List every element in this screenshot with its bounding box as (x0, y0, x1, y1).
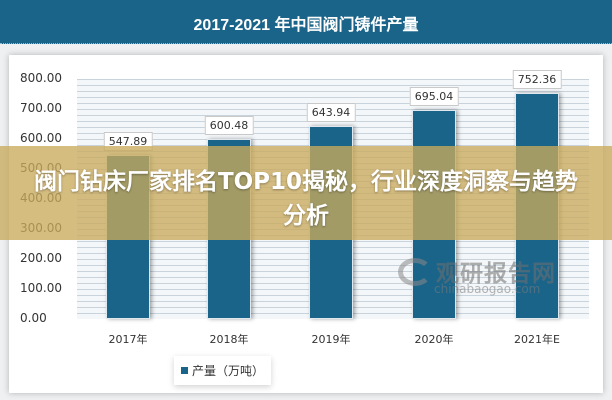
chart-title: 2017-2021 年中国阀门铸件产量 (193, 17, 419, 34)
y-tick-label: 100.00 (20, 281, 62, 295)
y-tick-label: 700.00 (20, 101, 62, 115)
y-tick-label: 0.00 (20, 311, 47, 325)
bar-value-label: 547.89 (103, 131, 153, 151)
y-tick-label: 200.00 (20, 251, 62, 265)
headline-overlay-text: 阀门钻床厂家排名TOP10揭秘，行业深度洞察与趋势分析 (33, 169, 579, 229)
x-tick-label: 2020年 (414, 333, 454, 346)
watermark-cn: 观研报告网 (436, 261, 556, 287)
bar-value-label: 752.36 (512, 70, 562, 90)
bar-value-label: 643.94 (306, 102, 356, 122)
y-tick-label: 800.00 (20, 71, 62, 85)
x-tick-label: 2019年 (311, 333, 351, 346)
legend-swatch-icon (180, 367, 188, 374)
headline-overlay-band (0, 146, 612, 240)
legend: 产量（万吨） (174, 356, 271, 385)
legend-label: 产量（万吨） (191, 364, 264, 378)
watermark-logo-icon (398, 258, 432, 286)
bar-value-label: 600.48 (204, 115, 254, 135)
x-tick-label: 2018年 (209, 333, 249, 346)
watermark: 观研报告网 chinabaogao.com (398, 252, 578, 302)
y-tick-label: 600.00 (20, 131, 62, 145)
bar-value-label: 695.04 (409, 87, 459, 107)
x-tick-label: 2017年 (108, 333, 148, 346)
title-banner: 2017-2021 年中国阀门铸件产量 (0, 0, 612, 44)
x-tick-label: 2021年E (514, 333, 560, 346)
watermark-en: chinabaogao.com (434, 282, 541, 296)
